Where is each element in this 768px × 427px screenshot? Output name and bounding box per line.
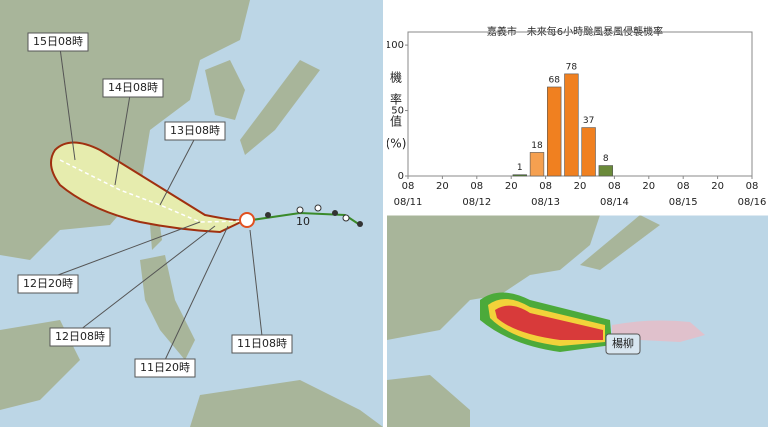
x-tick-label: 20 [505,181,518,192]
value-label: 1 [517,163,523,173]
y-label: (%) [386,137,407,151]
x-tick-label: 20 [711,181,724,192]
value-label: 37 [583,116,594,126]
track-label: 12日08時 [55,330,105,343]
value-label: 78 [566,62,578,72]
x-tick-label: 08 [608,181,621,192]
y-label: 值 [390,114,402,129]
x-date-label: 08/14 [600,197,629,208]
x-tick-label: 20 [574,181,587,192]
bar [512,174,527,177]
x-date-label: 08/13 [531,197,560,208]
track-label: 11日08時 [237,337,287,350]
track-label: 12日20時 [23,277,73,290]
scale-mark: 10 [296,215,310,228]
x-date-label: 08/11 [394,197,423,208]
x-date-label: 08/16 [738,197,767,208]
x-date-label: 08/12 [462,197,491,208]
y-tick-label: 50 [391,106,404,117]
track-label: 15日08時 [33,35,83,48]
x-tick-label: 08 [402,181,415,192]
track-label: 13日08時 [170,124,220,137]
x-tick-label: 08 [470,181,483,192]
bar [547,86,562,177]
label-box [231,334,293,354]
x-tick-label: 20 [642,181,655,192]
x-date-label: 08/15 [669,197,698,208]
bar-chart: 嘉義市 - 未來每6小時颱風暴風侵襲機率 050100機率值(%)0808/11… [385,25,767,208]
bar [581,127,596,177]
value-label: 8 [603,154,609,164]
x-tick-label: 20 [436,181,449,192]
value-label: 68 [548,75,560,85]
label-box [134,358,196,378]
y-label: 率 [390,92,402,107]
wind-map: 楊柳 [387,215,768,427]
value-label: 18 [531,141,543,151]
bar [564,73,579,177]
y-label: 機 [390,70,402,85]
label-box [164,121,226,141]
y-tick-label: 0 [398,171,404,182]
x-tick-label: 08 [677,181,690,192]
label-box [17,274,79,294]
label-box [102,78,164,98]
storm-label: 楊柳 [612,336,634,350]
y-tick-label: 100 [385,40,404,51]
x-tick-label: 08 [539,181,552,192]
bar [598,165,613,177]
label-box [27,32,89,52]
track-label: 14日08時 [108,81,158,94]
bar [529,152,545,177]
track-label: 11日20時 [140,361,190,374]
label-box [49,327,111,347]
x-tick-label: 08 [746,181,759,192]
track-map: 10 [0,0,383,427]
